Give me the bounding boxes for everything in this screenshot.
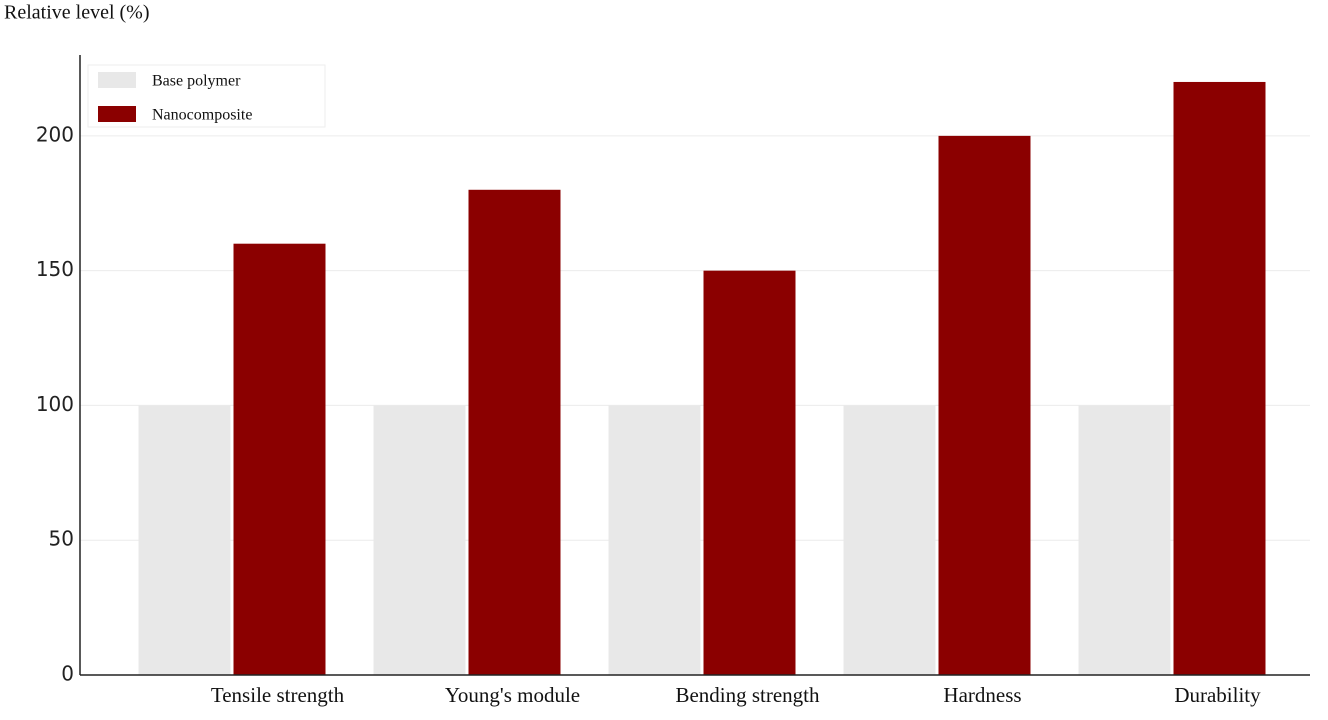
legend-swatch — [98, 106, 136, 122]
bar — [1173, 81, 1266, 675]
bar — [1078, 405, 1171, 675]
y-tick-label: 150 — [36, 257, 74, 281]
y-tick-label: 50 — [49, 527, 74, 551]
x-tick-label: Tensile strength — [211, 683, 345, 707]
bar — [233, 243, 326, 675]
legend-label: Base polymer — [152, 73, 241, 90]
x-tick-label: Hardness — [943, 683, 1021, 707]
x-tick-label: Durability — [1174, 683, 1261, 707]
y-tick-label: 0 — [61, 662, 74, 686]
y-tick-label: 200 — [36, 122, 74, 146]
bar — [373, 405, 466, 675]
legend: Base polymer Nanocomposite — [87, 64, 326, 128]
x-tick-label: Bending strength — [675, 683, 820, 707]
legend-swatch — [98, 72, 136, 88]
y-tick-label: 100 — [36, 392, 74, 416]
bar — [938, 135, 1031, 675]
bar — [703, 270, 796, 675]
y-axis-label: Relative level (%) — [4, 2, 150, 24]
bar — [138, 405, 231, 675]
bar — [608, 405, 701, 675]
legend-label: Nanocomposite — [152, 107, 252, 124]
bar — [468, 189, 561, 676]
x-tick-label: Young's module — [445, 683, 580, 707]
bar — [843, 405, 936, 675]
